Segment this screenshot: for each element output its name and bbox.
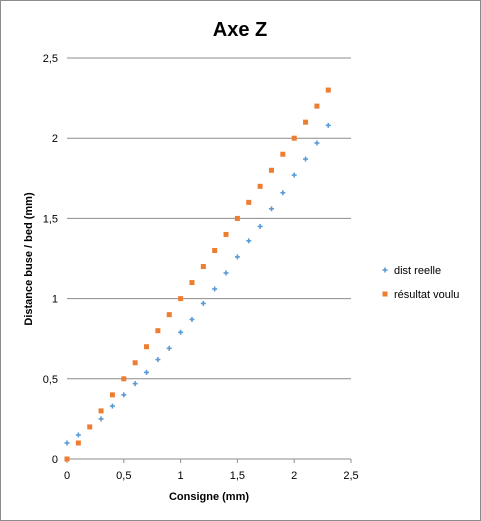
data-point [212,286,218,292]
legend-item: dist reelle [382,265,441,277]
data-point [189,316,195,322]
data-point [303,119,309,125]
data-point [98,416,104,422]
data-point [223,270,229,276]
data-point [155,357,161,363]
data-point [325,122,331,128]
y-tick-label: 0 [52,454,58,466]
data-points [64,87,331,462]
data-point [291,135,297,141]
data-point [178,296,184,302]
data-point [234,215,240,221]
legend-marker [382,291,388,297]
x-tick-label: 0 [64,470,70,482]
data-point [257,223,263,229]
data-point [291,172,297,178]
x-tick-label: 2 [291,470,297,482]
data-point [132,360,138,366]
data-point [121,376,127,382]
data-point [280,190,286,196]
series-1 [64,87,331,462]
data-point [246,199,252,205]
tick-labels: 0 0,5 1 1,5 2 2,5 0 0,5 1 1,5 2 2,5 [43,53,359,482]
x-tick-label: 1,5 [230,470,245,482]
data-point [223,231,229,237]
legend-item: résultat voulu [382,289,459,301]
data-point [246,238,252,244]
data-point [144,344,150,350]
x-tick-label: 1 [178,470,184,482]
data-point [178,329,184,335]
data-point [314,103,320,109]
data-point [314,140,320,146]
data-point [75,432,81,438]
data-point [121,392,127,398]
legend-marker [382,267,388,273]
y-tick-label: 2 [52,133,58,145]
grid [67,57,351,380]
legend: dist reelle résultat voulu [382,265,459,301]
data-point [280,151,286,157]
data-point [200,264,206,270]
data-point [189,280,195,286]
data-point [109,403,115,409]
y-axis-label: Distance buse / bed (mm) [23,192,35,326]
y-tick-label: 1 [52,294,58,306]
data-point [303,156,309,162]
data-point [132,381,138,387]
data-point [200,300,206,306]
data-point [98,408,104,414]
chart-title: Axe Z [213,19,267,41]
data-point [212,247,218,253]
data-point [87,424,93,430]
x-axis-label: Consigne (mm) [169,491,249,503]
data-point [268,206,274,212]
y-tick-label: 2,5 [43,53,58,65]
data-point [64,456,70,462]
data-point [325,87,331,93]
x-tick-label: 0,5 [116,470,131,482]
data-point [166,345,172,351]
data-point [64,440,70,446]
y-tick-label: 0,5 [43,374,58,386]
legend-label: dist reelle [394,265,441,277]
data-point [109,392,115,398]
series-0 [64,122,331,446]
x-tick-label: 2,5 [343,470,358,482]
data-point [257,183,263,189]
data-point [268,167,274,173]
axes [66,458,352,463]
data-point [155,328,161,334]
y-tick-label: 1,5 [43,213,58,225]
legend-label: résultat voulu [394,289,459,301]
data-point [166,312,172,318]
data-point [234,254,240,260]
data-point [144,369,150,375]
data-point [75,440,81,446]
